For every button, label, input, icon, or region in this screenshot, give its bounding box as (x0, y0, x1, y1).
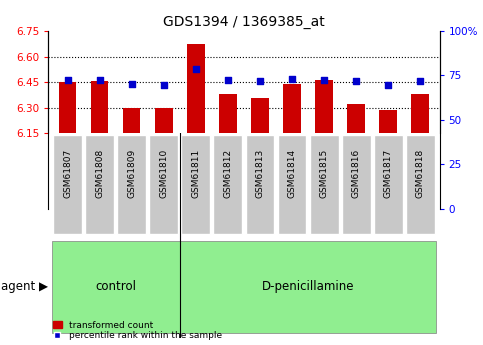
Text: GSM61807: GSM61807 (63, 149, 72, 198)
Bar (187, 53, 205, 208)
Text: GSM61816: GSM61816 (352, 149, 361, 198)
Text: GSM61813: GSM61813 (256, 149, 265, 198)
Bar (123, 164, 141, 208)
FancyBboxPatch shape (117, 136, 146, 234)
Text: control: control (95, 280, 136, 294)
Point (96, 114, 103, 119)
FancyBboxPatch shape (278, 136, 306, 234)
FancyBboxPatch shape (182, 136, 210, 234)
Bar (91, 117, 108, 208)
Bar (380, 167, 397, 208)
Point (320, 114, 328, 119)
Point (128, 121, 136, 126)
Point (288, 112, 296, 117)
Text: GSM61818: GSM61818 (416, 149, 425, 198)
Bar (283, 123, 301, 208)
Point (224, 114, 232, 119)
Text: D-penicillamine: D-penicillamine (262, 280, 355, 294)
Bar (347, 158, 365, 208)
Text: GSM61808: GSM61808 (95, 149, 104, 198)
FancyBboxPatch shape (149, 136, 178, 234)
Point (256, 115, 264, 121)
Legend: transformed count, percentile rank within the sample: transformed count, percentile rank withi… (53, 321, 222, 341)
Point (192, 94, 199, 99)
Point (160, 122, 168, 128)
FancyBboxPatch shape (53, 136, 82, 234)
Text: GSM61809: GSM61809 (127, 149, 136, 198)
FancyBboxPatch shape (245, 136, 274, 234)
FancyBboxPatch shape (310, 136, 339, 234)
FancyBboxPatch shape (374, 136, 403, 234)
Bar (412, 140, 429, 208)
Bar (219, 140, 237, 208)
Bar (155, 164, 172, 208)
Point (416, 115, 424, 121)
Title: GDS1394 / 1369385_at: GDS1394 / 1369385_at (163, 14, 325, 29)
Text: agent ▶: agent ▶ (1, 280, 48, 294)
FancyBboxPatch shape (85, 136, 114, 234)
FancyBboxPatch shape (52, 241, 180, 333)
Text: GSM61811: GSM61811 (191, 149, 200, 198)
Text: GSM61815: GSM61815 (320, 149, 328, 198)
FancyBboxPatch shape (180, 241, 436, 333)
Text: GSM61810: GSM61810 (159, 149, 168, 198)
Point (64, 114, 71, 119)
FancyBboxPatch shape (213, 136, 242, 234)
Point (384, 122, 392, 128)
FancyBboxPatch shape (406, 136, 435, 234)
Text: GSM61812: GSM61812 (223, 149, 232, 198)
FancyBboxPatch shape (342, 136, 370, 234)
Bar (251, 146, 269, 208)
Text: GSM61814: GSM61814 (287, 149, 297, 198)
Bar (59, 120, 76, 208)
Text: GSM61817: GSM61817 (384, 149, 393, 198)
Point (352, 115, 360, 121)
Bar (315, 115, 333, 208)
